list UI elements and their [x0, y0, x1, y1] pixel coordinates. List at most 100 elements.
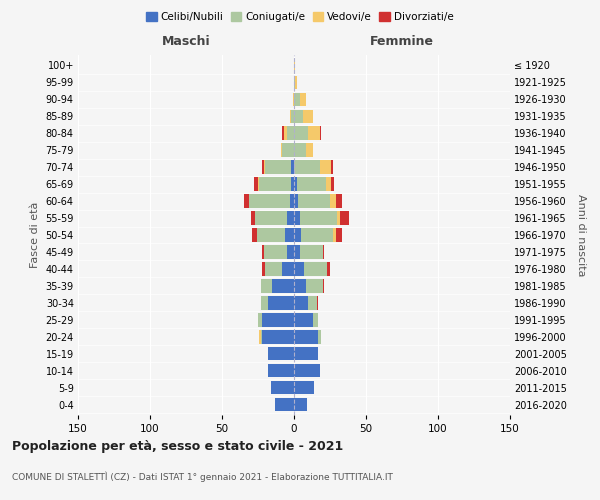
Bar: [294, 110, 302, 123]
Bar: [281, 144, 283, 156]
Bar: [294, 228, 301, 241]
Bar: [252, 228, 257, 241]
Bar: [305, 144, 313, 156]
Bar: [294, 76, 295, 89]
Bar: [294, 364, 320, 378]
Bar: [294, 178, 297, 190]
Bar: [291, 178, 294, 190]
Bar: [294, 262, 304, 276]
Bar: [294, 381, 314, 394]
Bar: [261, 296, 268, 310]
Bar: [250, 194, 290, 207]
Bar: [317, 296, 319, 310]
Text: COMUNE DI STALETTÌ (CZ) - Dati ISTAT 1° gennaio 2021 - Elaborazione TUTTITALIA.I: COMUNE DI STALETTÌ (CZ) - Dati ISTAT 1° …: [12, 472, 393, 482]
Bar: [262, 314, 294, 326]
Bar: [262, 330, 294, 344]
Bar: [323, 280, 324, 292]
Bar: [259, 330, 261, 344]
Text: Femmine: Femmine: [370, 35, 434, 48]
Bar: [294, 92, 300, 106]
Bar: [287, 126, 294, 140]
Bar: [251, 212, 255, 224]
Bar: [331, 178, 334, 190]
Bar: [287, 246, 294, 258]
Bar: [333, 228, 336, 241]
Text: Popolazione per età, sesso e stato civile - 2021: Popolazione per età, sesso e stato civil…: [12, 440, 343, 453]
Bar: [257, 228, 286, 241]
Bar: [258, 178, 259, 190]
Bar: [290, 110, 291, 123]
Bar: [264, 160, 265, 173]
Bar: [330, 194, 336, 207]
Bar: [290, 194, 294, 207]
Bar: [337, 212, 340, 224]
Bar: [294, 144, 305, 156]
Bar: [262, 246, 264, 258]
Bar: [319, 330, 322, 344]
Legend: Celibi/Nubili, Coniugati/e, Vedovi/e, Divorziati/e: Celibi/Nubili, Coniugati/e, Vedovi/e, Di…: [142, 8, 458, 26]
Bar: [283, 262, 294, 276]
Bar: [283, 144, 294, 156]
Bar: [291, 110, 294, 123]
Bar: [268, 296, 294, 310]
Bar: [300, 246, 323, 258]
Bar: [294, 330, 319, 344]
Bar: [326, 178, 331, 190]
Bar: [340, 212, 349, 224]
Bar: [275, 398, 294, 411]
Y-axis label: Anni di nascita: Anni di nascita: [576, 194, 586, 276]
Bar: [294, 314, 313, 326]
Bar: [294, 126, 308, 140]
Bar: [294, 160, 320, 173]
Y-axis label: Fasce di età: Fasce di età: [30, 202, 40, 268]
Bar: [320, 160, 331, 173]
Bar: [283, 126, 284, 140]
Bar: [336, 228, 341, 241]
Bar: [261, 280, 272, 292]
Bar: [268, 347, 294, 360]
Bar: [264, 246, 287, 258]
Bar: [255, 212, 287, 224]
Bar: [284, 126, 287, 140]
Bar: [304, 262, 327, 276]
Bar: [294, 347, 319, 360]
Bar: [291, 160, 294, 173]
Bar: [320, 126, 322, 140]
Bar: [308, 296, 317, 310]
Bar: [261, 330, 262, 344]
Bar: [294, 398, 307, 411]
Bar: [302, 110, 313, 123]
Bar: [286, 228, 294, 241]
Bar: [272, 280, 294, 292]
Bar: [262, 262, 265, 276]
Bar: [265, 262, 283, 276]
Bar: [259, 178, 291, 190]
Bar: [301, 228, 333, 241]
Bar: [294, 212, 300, 224]
Bar: [294, 58, 295, 72]
Bar: [294, 246, 300, 258]
Bar: [300, 92, 305, 106]
Bar: [244, 194, 250, 207]
Bar: [298, 194, 330, 207]
Bar: [300, 212, 337, 224]
Bar: [308, 126, 320, 140]
Bar: [297, 178, 326, 190]
Bar: [323, 246, 324, 258]
Bar: [293, 92, 294, 106]
Bar: [254, 178, 258, 190]
Bar: [327, 262, 330, 276]
Bar: [313, 314, 319, 326]
Bar: [294, 296, 308, 310]
Bar: [268, 364, 294, 378]
Bar: [258, 314, 262, 326]
Bar: [336, 194, 341, 207]
Bar: [287, 212, 294, 224]
Text: Maschi: Maschi: [161, 35, 211, 48]
Bar: [305, 280, 323, 292]
Bar: [262, 160, 264, 173]
Bar: [295, 76, 297, 89]
Bar: [331, 160, 333, 173]
Bar: [294, 194, 298, 207]
Bar: [271, 381, 294, 394]
